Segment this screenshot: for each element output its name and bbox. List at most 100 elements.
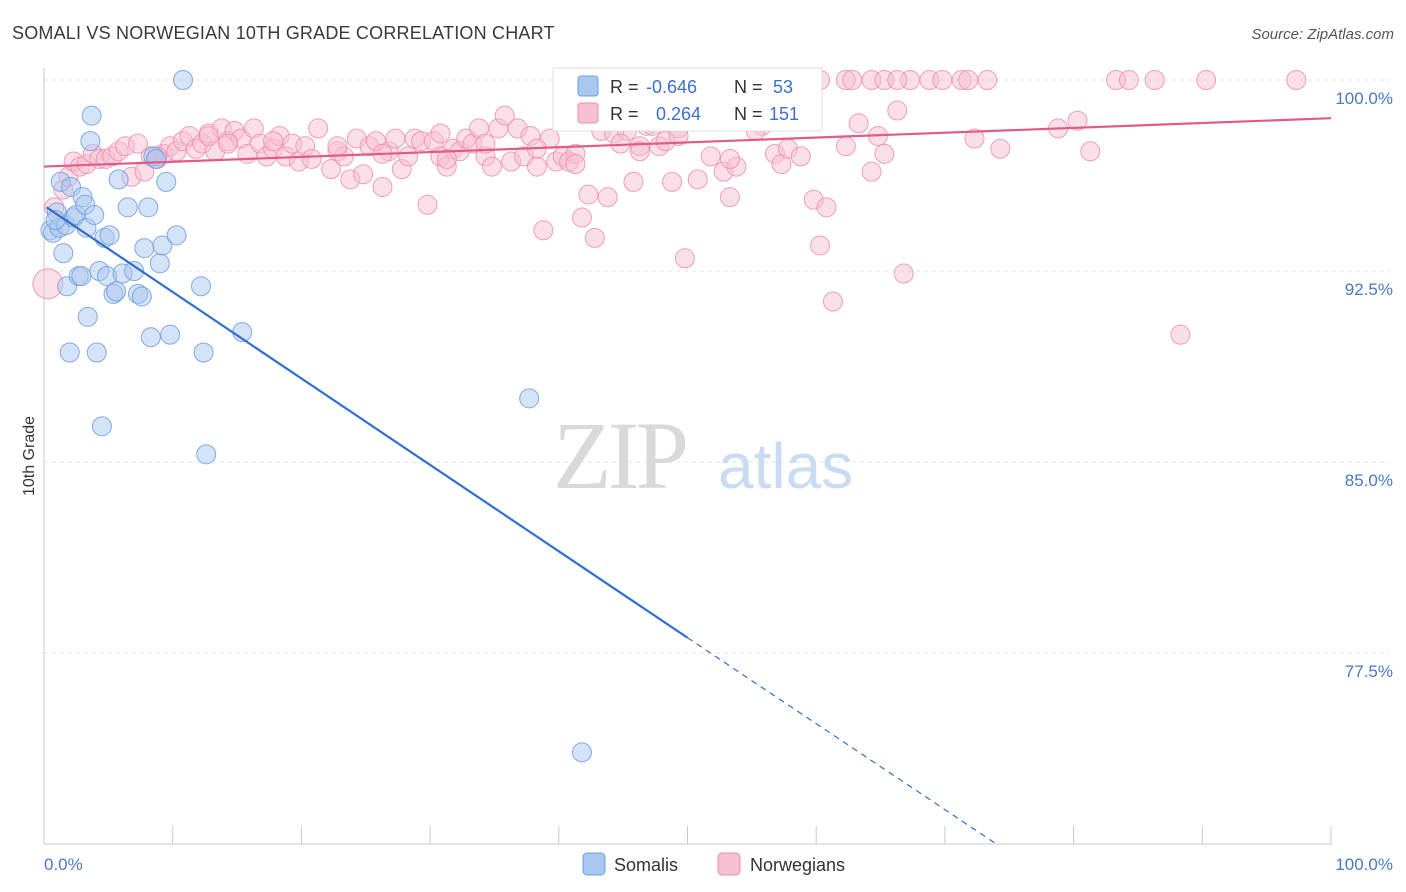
norwegians-point-14 — [127, 133, 148, 154]
stats-r-label-norwegians: R = — [610, 104, 639, 124]
trend-lines — [43, 117, 1332, 845]
norwegians-point-57 — [417, 194, 438, 215]
legend-label-somalis: Somalis — [614, 855, 678, 875]
somalis-point-34 — [134, 238, 155, 259]
norwegians-point-131 — [1286, 70, 1307, 90]
norwegians-point-113 — [861, 161, 882, 182]
somalis-point-27 — [106, 281, 127, 302]
somalis-trend-line — [45, 206, 689, 639]
somalis-point-31 — [124, 261, 145, 281]
legend-swatch-somalis — [582, 852, 606, 876]
chart-source: Source: ZipAtlas.com — [1251, 26, 1394, 43]
y-tick-labels: 100.0% 92.5% 85.0% 77.5% — [1335, 89, 1393, 681]
norwegians-point-81 — [571, 207, 592, 228]
somalis-point-17 — [80, 131, 101, 152]
norwegians-point-134 — [842, 70, 863, 90]
norwegians-point-137 — [887, 70, 908, 90]
somalis-point-5 — [53, 243, 74, 264]
somalis-point-35 — [138, 197, 159, 218]
stats-n-label-norwegians: N = — [734, 104, 763, 124]
x-tick-label-1: 100.0% — [1335, 855, 1393, 874]
norwegians-point-128 — [1144, 70, 1165, 90]
norwegians-point-124 — [1067, 110, 1088, 131]
norwegians-point-142 — [565, 154, 586, 175]
y-tick-label-3: 77.5% — [1345, 662, 1393, 681]
stats-n-value-norwegians: 151 — [769, 104, 799, 124]
norwegians-point-150 — [198, 126, 219, 147]
y-tick-label-1: 92.5% — [1345, 280, 1393, 299]
norwegians-point-121 — [964, 128, 985, 149]
x-tick-label-0: 0.0% — [44, 855, 83, 874]
norwegians-point-125 — [1080, 141, 1101, 162]
norwegians-point-50 — [372, 176, 393, 197]
stats-n-label-somalis: N = — [734, 77, 763, 97]
somalis-point-41 — [156, 171, 177, 192]
norwegians-point-97 — [674, 248, 695, 269]
somalis-point-18 — [81, 105, 102, 126]
norwegians-point-75 — [533, 220, 554, 241]
somalis-point-43 — [166, 225, 187, 246]
norwegians-point-110 — [822, 291, 843, 312]
norwegians-point-129 — [1170, 324, 1191, 345]
x-tick-labels: 0.0% 100.0% — [44, 855, 1393, 874]
somalis-point-50 — [571, 742, 592, 763]
somalis-point-20 — [86, 342, 107, 363]
norwegians-point-157 — [990, 138, 1011, 159]
somalis-point-22 — [91, 416, 112, 437]
y-tick-label-2: 85.0% — [1345, 471, 1393, 490]
somalis-point-36 — [140, 327, 161, 348]
norwegians-point-95 — [662, 171, 683, 192]
legend-label-norwegians: Norwegians — [750, 855, 845, 875]
somalis-point-40 — [152, 235, 173, 256]
norwegians-point-112 — [848, 113, 869, 134]
somalis-point-49 — [519, 388, 540, 409]
chart-title: SOMALI VS NORWEGIAN 10TH GRADE CORRELATI… — [12, 23, 555, 43]
somalis-point-25 — [99, 225, 120, 246]
somalis-point-47 — [196, 444, 217, 465]
norwegians-point-82 — [578, 184, 599, 205]
norwegians-point-85 — [597, 187, 618, 208]
norwegians-point-130 — [1196, 70, 1217, 90]
legend-swatch-norwegians — [717, 852, 741, 876]
watermark-atlas: atlas — [718, 430, 853, 502]
somalis-point-46 — [193, 342, 214, 363]
stats-r-value-somalis: -0.646 — [646, 77, 697, 97]
somalis-point-38 — [145, 148, 166, 169]
norwegians-point-116 — [887, 100, 908, 121]
norwegians-point-117 — [893, 263, 914, 284]
norwegians-point-109 — [816, 197, 837, 218]
norwegians-point-156 — [790, 146, 811, 167]
norwegians-point-140 — [436, 148, 457, 169]
norwegians-point-108 — [810, 235, 831, 256]
norwegians-point-153 — [301, 148, 322, 169]
stats-n-value-somalis: 53 — [773, 77, 793, 97]
stats-swatch-somalis — [577, 75, 599, 97]
y-axis-label: 10th Grade — [21, 416, 38, 496]
norwegians-point-127 — [1118, 70, 1139, 90]
somalis-point-44 — [172, 70, 193, 90]
norwegians-trend-line — [43, 117, 1332, 168]
norwegians-point-145 — [430, 123, 451, 144]
norwegians-point-144 — [475, 133, 496, 154]
norwegians-point-74 — [526, 156, 547, 177]
norwegians-point-120 — [932, 70, 953, 90]
norwegians-point-42 — [321, 159, 342, 180]
norwegians-point-155 — [629, 141, 650, 162]
watermark: ZIP atlas — [553, 402, 853, 509]
series-legend: Somalis Norwegians — [582, 852, 845, 876]
norwegians-point-115 — [874, 143, 895, 164]
somalis-point-33 — [131, 286, 152, 307]
norwegians-point-139 — [958, 70, 979, 90]
norwegians-point-89 — [623, 171, 644, 192]
norwegians-point-98 — [687, 169, 708, 190]
norwegians-point-122 — [977, 70, 998, 90]
somalis-point-30 — [117, 197, 138, 218]
norwegians-point-99 — [700, 146, 721, 167]
somalis-point-42 — [160, 324, 181, 345]
norwegians-point-54 — [398, 146, 419, 167]
somalis-point-19 — [84, 204, 105, 225]
stats-r-label-somalis: R = — [610, 77, 639, 97]
stats-swatch-norwegians — [577, 102, 599, 124]
series-somalis — [40, 70, 592, 763]
